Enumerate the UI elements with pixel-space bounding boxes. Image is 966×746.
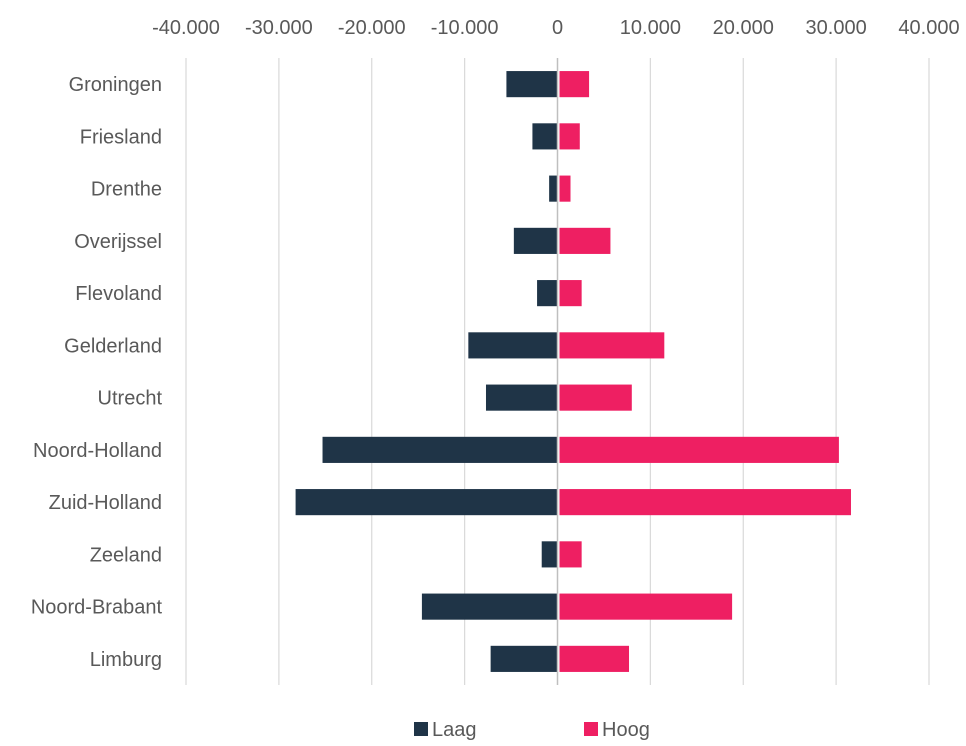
bar-laag: [506, 71, 558, 98]
category-label: Zuid-Holland: [49, 492, 162, 514]
x-tick-label: 40.000: [898, 17, 959, 39]
legend: Laag Hoog: [414, 719, 650, 741]
legend-swatch-hoog: [584, 722, 598, 736]
bar-hoog: [559, 384, 632, 411]
bar-hoog: [559, 332, 665, 359]
bar-hoog: [559, 227, 611, 254]
bar-laag: [295, 489, 558, 516]
category-label: Groningen: [69, 74, 162, 96]
x-tick-label: 30.000: [806, 17, 867, 39]
bar-laag: [421, 593, 558, 620]
category-label: Noord-Brabant: [31, 597, 163, 619]
legend-swatch-laag: [414, 722, 428, 736]
legend-label: Laag: [432, 719, 477, 741]
legend-label: Hoog: [602, 719, 650, 741]
bar-laag: [513, 227, 558, 254]
x-tick-label: 0: [552, 17, 563, 39]
bar-laag: [322, 436, 558, 463]
category-label: Overijssel: [74, 231, 162, 253]
category-label: Utrecht: [98, 388, 163, 410]
bar-hoog: [559, 175, 571, 202]
category-label: Gelderland: [64, 335, 162, 357]
bar-hoog: [559, 280, 582, 307]
gridlines: [185, 58, 930, 685]
x-axis-tick-labels: -40.000 -30.000 -20.000 -10.000 0 10.000 20.00…: [152, 17, 960, 39]
bar-laag: [532, 123, 558, 150]
bar-laag: [541, 541, 558, 568]
category-label: Noord-Holland: [33, 440, 162, 462]
x-tick-label: -10.000: [431, 17, 499, 39]
category-labels: Groningen Friesland Drenthe Overijssel Flevo…: [31, 74, 163, 671]
bar-hoog: [559, 541, 582, 568]
bar-hoog: [559, 593, 733, 620]
x-tick-label: -40.000: [152, 17, 220, 39]
x-tick-label: 20.000: [713, 17, 774, 39]
category-label: Friesland: [80, 126, 162, 148]
bar-laag: [490, 645, 558, 672]
bar-hoog: [559, 123, 580, 150]
x-tick-label: -30.000: [245, 17, 313, 39]
category-label: Drenthe: [91, 179, 162, 201]
bar-hoog: [559, 645, 630, 672]
category-label: Limburg: [90, 649, 162, 671]
x-tick-label: 10.000: [620, 17, 681, 39]
x-tick-label: -20.000: [338, 17, 406, 39]
category-label: Flevoland: [75, 283, 162, 305]
category-label: Zeeland: [90, 544, 162, 566]
bars: [295, 71, 851, 672]
bar-laag: [468, 332, 558, 359]
bar-hoog: [559, 436, 839, 463]
bar-hoog: [559, 71, 590, 98]
bar-laag: [549, 175, 558, 202]
bar-laag: [485, 384, 558, 411]
bar-hoog: [559, 489, 851, 516]
bar-laag: [537, 280, 558, 307]
